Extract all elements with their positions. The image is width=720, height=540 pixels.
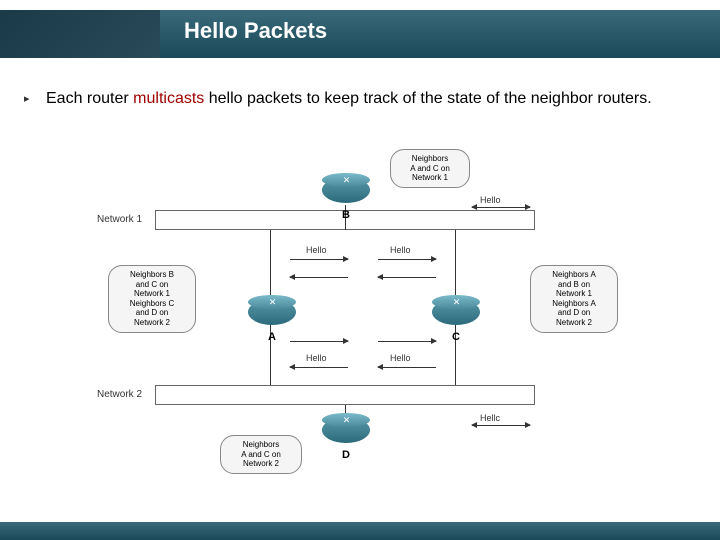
network-label: Network 2 bbox=[97, 389, 142, 400]
slide-footer bbox=[0, 522, 720, 540]
hello-label: Hello bbox=[390, 245, 411, 255]
hello-label: Hellc bbox=[480, 413, 500, 423]
hello-arrow bbox=[472, 425, 530, 426]
bullet-prefix: Each router bbox=[46, 90, 133, 107]
callout-bub-a: Neighbors Band C onNetwork 1Neighbors Ca… bbox=[108, 265, 196, 333]
hello-label: Hello bbox=[306, 353, 327, 363]
network-label: Network 1 bbox=[97, 214, 142, 225]
hello-arrow bbox=[378, 277, 436, 278]
hello-arrow bbox=[472, 207, 530, 208]
hello-arrow bbox=[290, 259, 348, 260]
router-label: D bbox=[322, 449, 370, 461]
router-A: ✕A bbox=[248, 295, 296, 329]
callout-bub-b: NeighborsA and C onNetwork 1 bbox=[390, 149, 470, 188]
hello-arrow bbox=[378, 341, 436, 342]
network-diagram: Network 1 Network 2 Hello Hello Hello Hello He… bbox=[90, 155, 630, 495]
hello-arrow bbox=[378, 367, 436, 368]
slide-header: Hello Packets bbox=[0, 0, 720, 70]
router-icon: ✕ bbox=[269, 297, 276, 308]
hello-arrow bbox=[290, 367, 348, 368]
callout-bub-c: Neighbors Aand B onNetwork 1Neighbors Aa… bbox=[530, 265, 618, 333]
bullet-text: Each router multicasts hello packets to … bbox=[46, 88, 652, 110]
hello-arrow bbox=[378, 259, 436, 260]
network-net2 bbox=[155, 385, 535, 405]
hello-label: Hello bbox=[390, 353, 411, 363]
hello-arrow bbox=[290, 341, 348, 342]
bullet-highlight: multicasts bbox=[133, 90, 204, 107]
bullet-icon: ▸ bbox=[24, 92, 34, 105]
hello-label: Hello bbox=[480, 195, 501, 205]
router-icon: ✕ bbox=[343, 415, 350, 426]
router-D: ✕D bbox=[322, 413, 370, 447]
router-icon: ✕ bbox=[453, 297, 460, 308]
router-label: B bbox=[322, 209, 370, 221]
router-icon: ✕ bbox=[343, 175, 350, 186]
hello-arrow bbox=[290, 277, 348, 278]
router-label: C bbox=[432, 331, 480, 343]
header-thumbnail bbox=[0, 10, 160, 58]
callout-bub-d: NeighborsA and C onNetwork 2 bbox=[220, 435, 302, 474]
bullet-item: ▸ Each router multicasts hello packets t… bbox=[0, 70, 720, 110]
slide-title: Hello Packets bbox=[184, 18, 327, 44]
router-B: ✕B bbox=[322, 173, 370, 207]
router-label: A bbox=[248, 331, 296, 343]
hello-label: Hello bbox=[306, 245, 327, 255]
router-C: ✕C bbox=[432, 295, 480, 329]
bullet-suffix: hello packets to keep track of the state… bbox=[204, 90, 651, 107]
